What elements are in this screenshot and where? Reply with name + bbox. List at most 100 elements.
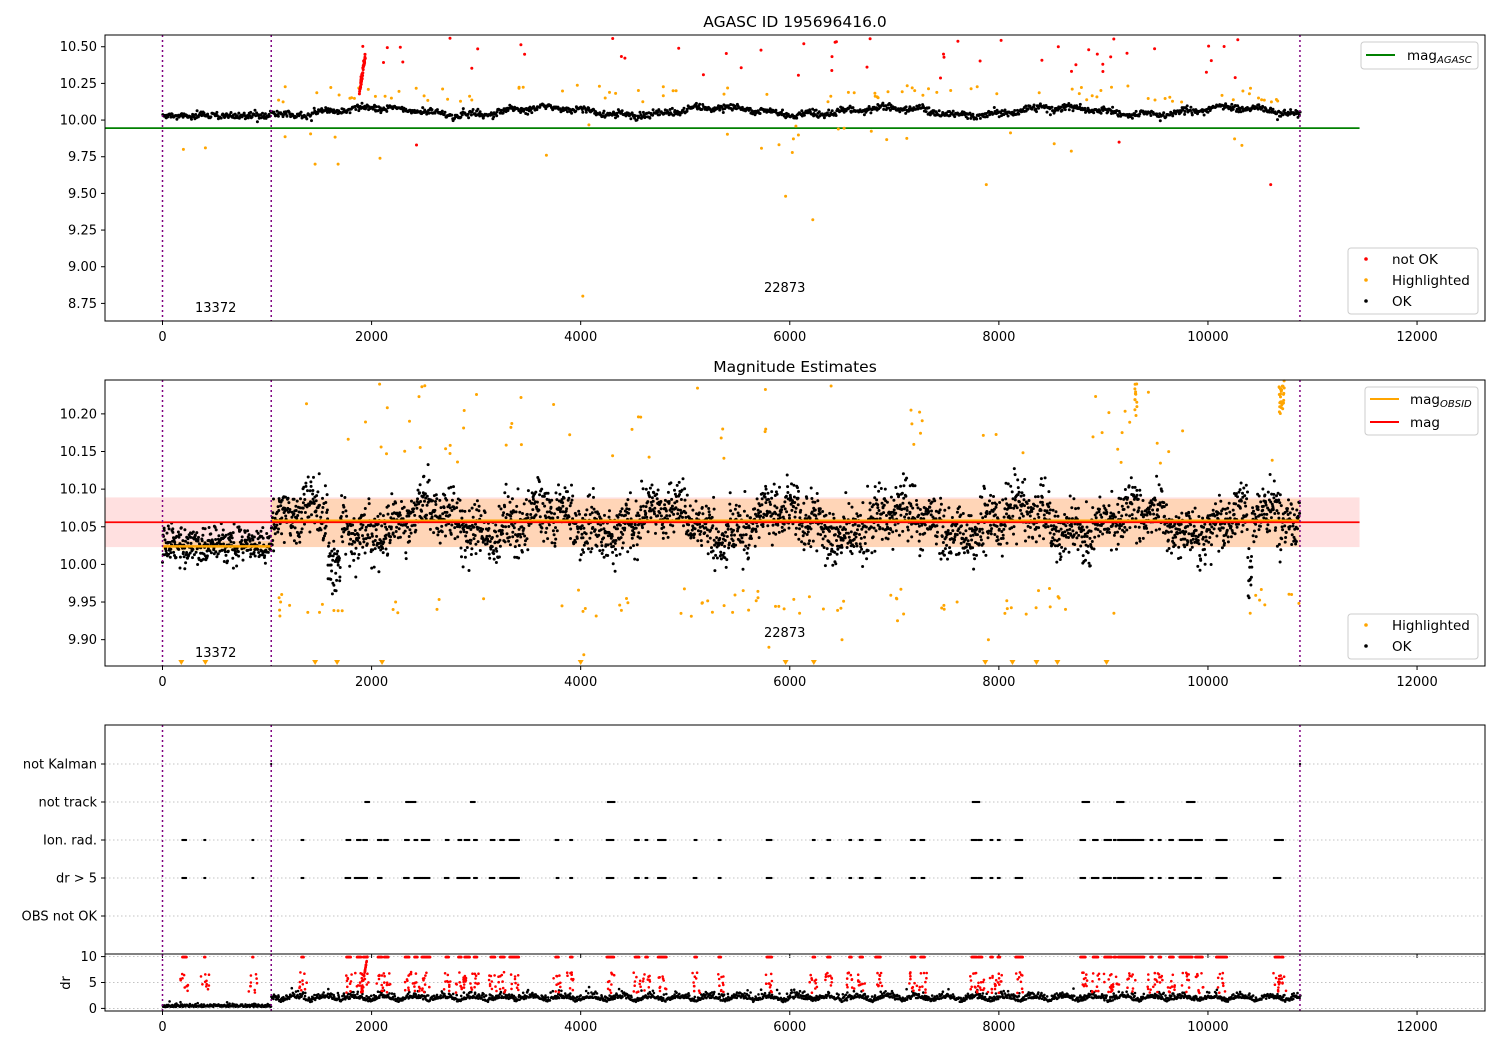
not-ok-point: [865, 65, 869, 69]
highlighted-point: [608, 90, 611, 94]
ok-point: [1071, 529, 1075, 533]
ok-point: [656, 110, 660, 114]
highlighted-point: [575, 83, 579, 87]
ok-point: [467, 116, 471, 120]
ok-point: [1045, 509, 1049, 513]
ok-point: [568, 504, 572, 508]
ok-point: [897, 533, 901, 537]
ok-point: [1038, 534, 1042, 538]
ok-point: [256, 531, 260, 535]
ok-point: [966, 550, 970, 554]
highlighted-point: [459, 99, 462, 103]
x-tick-label: 0: [158, 330, 166, 345]
ok-point: [712, 495, 716, 499]
ok-point: [549, 505, 553, 509]
ok-point: [863, 542, 867, 545]
ok-point: [229, 111, 233, 114]
ok-point: [600, 552, 604, 555]
ok-point: [438, 514, 442, 518]
ok-point: [1189, 105, 1193, 109]
ok-point: [770, 490, 774, 494]
ok-point: [1040, 500, 1044, 504]
mag-agasc-legend-label: mag: [1407, 48, 1437, 64]
highlighted-point: [641, 100, 645, 104]
ok-point: [1004, 497, 1008, 501]
ok-point: [497, 555, 501, 559]
ok-series: [161, 101, 1302, 124]
ok-point: [492, 557, 496, 561]
ok-point: [971, 112, 975, 116]
ok-point: [999, 542, 1002, 546]
ok-point: [959, 513, 963, 517]
highlighted-point: [352, 96, 356, 100]
ok-point: [314, 509, 318, 513]
ok-point: [518, 533, 522, 536]
ok-point: [1129, 476, 1133, 480]
ok-point: [358, 542, 362, 546]
not-ok-point: [363, 56, 367, 60]
ok-point: [810, 497, 814, 500]
ok-point: [670, 497, 674, 501]
ok-point: [629, 117, 633, 121]
ok-point: [581, 516, 585, 520]
ok-point: [650, 483, 654, 487]
ok-point: [995, 524, 999, 528]
ok-point: [1006, 482, 1010, 486]
ok-point: [824, 513, 828, 517]
ok-point: [303, 498, 307, 501]
ok-point: [1197, 515, 1201, 518]
ok-point: [641, 487, 645, 491]
ok-point: [725, 535, 729, 538]
highlighted-point: [777, 143, 781, 147]
not-ok-point: [360, 75, 364, 79]
ok-point: [1098, 109, 1102, 113]
ok-point: [798, 516, 802, 520]
ok-point: [598, 549, 602, 553]
ok-point: [1017, 112, 1021, 116]
ok-point: [566, 110, 569, 114]
highlighted-point: [397, 89, 401, 93]
ok-point: [1081, 554, 1085, 558]
ok-point: [1009, 503, 1012, 507]
ok-point: [439, 506, 443, 510]
ok-point: [655, 492, 659, 496]
highlighted-point: [329, 86, 333, 89]
ok-point: [918, 532, 922, 536]
ok-point: [166, 524, 170, 528]
highlighted-point: [1153, 98, 1157, 102]
ok-point: [1035, 504, 1039, 508]
ok-point: [420, 509, 424, 513]
ok-point: [384, 547, 388, 551]
ok-point: [438, 541, 442, 545]
not-ok-point: [999, 38, 1003, 42]
ok-point: [939, 496, 943, 500]
ok-point: [406, 525, 410, 529]
ok-point: [494, 547, 498, 551]
ok-point: [1208, 536, 1212, 539]
ok-point: [361, 545, 365, 549]
ok-point: [862, 113, 866, 117]
ok-point: [1032, 103, 1036, 107]
ok-point: [742, 548, 746, 552]
ok-point: [253, 108, 257, 112]
ok-point: [855, 512, 859, 516]
ok-point: [1015, 542, 1019, 546]
ok-point: [865, 557, 869, 561]
ok-point: [172, 550, 176, 554]
ok-point: [1196, 564, 1200, 568]
ok-point: [378, 106, 382, 110]
highlighted-point: [842, 126, 846, 130]
ok-point: [966, 117, 970, 120]
ok-point: [373, 539, 377, 542]
ok-point: [1039, 508, 1043, 512]
ok-point: [892, 498, 896, 502]
ok-point: [1125, 528, 1129, 532]
ok-point: [509, 514, 513, 518]
ok-point: [1054, 510, 1058, 514]
ok-point: [240, 535, 244, 539]
highlighted-point: [203, 146, 207, 150]
ok-point: [847, 502, 851, 505]
ok-point: [1210, 525, 1214, 529]
highlighted-point: [277, 98, 281, 102]
ok-point: [668, 514, 672, 518]
